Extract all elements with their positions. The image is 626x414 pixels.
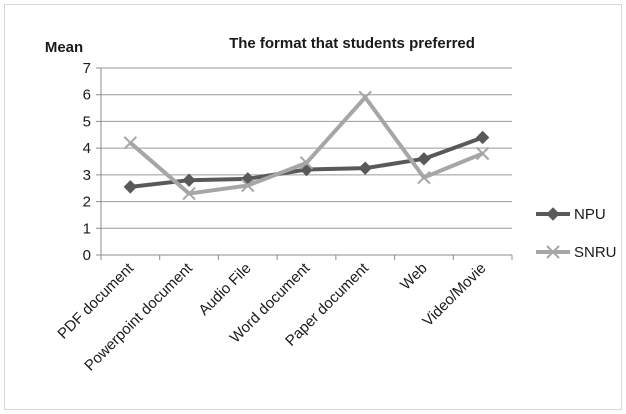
y-tick-label: 6 <box>83 87 91 104</box>
data-point-snru <box>299 156 314 170</box>
axes <box>96 67 513 260</box>
data-point-snru <box>358 90 372 105</box>
y-tick-label: 5 <box>83 113 91 130</box>
data-point-snru <box>417 170 431 185</box>
series-group <box>123 90 490 201</box>
data-point-npu <box>475 130 490 145</box>
chart-title: The format that students preferred <box>229 35 475 52</box>
x-tick-label: Audio File <box>195 260 254 319</box>
y-tick-label: 1 <box>83 220 91 237</box>
chart-frame <box>4 4 622 410</box>
legend: NPU SNRU <box>536 206 617 261</box>
legend-marker-npu <box>546 207 560 221</box>
y-tick-label: 2 <box>83 194 91 211</box>
x-tick-label: Powerpoint document <box>81 259 196 374</box>
data-point-snru <box>123 136 138 150</box>
data-point-snru <box>475 146 490 161</box>
x-tick-label: Video/Movie <box>419 260 489 330</box>
y-tick-label: 7 <box>83 60 91 77</box>
y-tick-labels: 0 1 2 3 4 5 6 7 <box>83 60 91 264</box>
y-tick-label: 3 <box>83 167 91 184</box>
legend-label-snru: SNRU <box>574 244 617 261</box>
data-point-npu <box>358 161 372 175</box>
data-point-npu <box>417 152 431 166</box>
y-tick-label: 0 <box>83 247 91 264</box>
data-point-npu <box>123 180 138 194</box>
legend-label-npu: NPU <box>574 206 606 223</box>
gridlines <box>101 67 512 229</box>
y-tick-label: 4 <box>83 140 91 157</box>
x-tick-label: Web <box>397 260 431 294</box>
data-point-npu <box>182 173 196 187</box>
data-point-snru <box>182 186 196 201</box>
legend-marker-snru <box>546 245 560 259</box>
y-axis-label: Mean <box>45 39 83 56</box>
data-point-snru <box>241 178 255 193</box>
